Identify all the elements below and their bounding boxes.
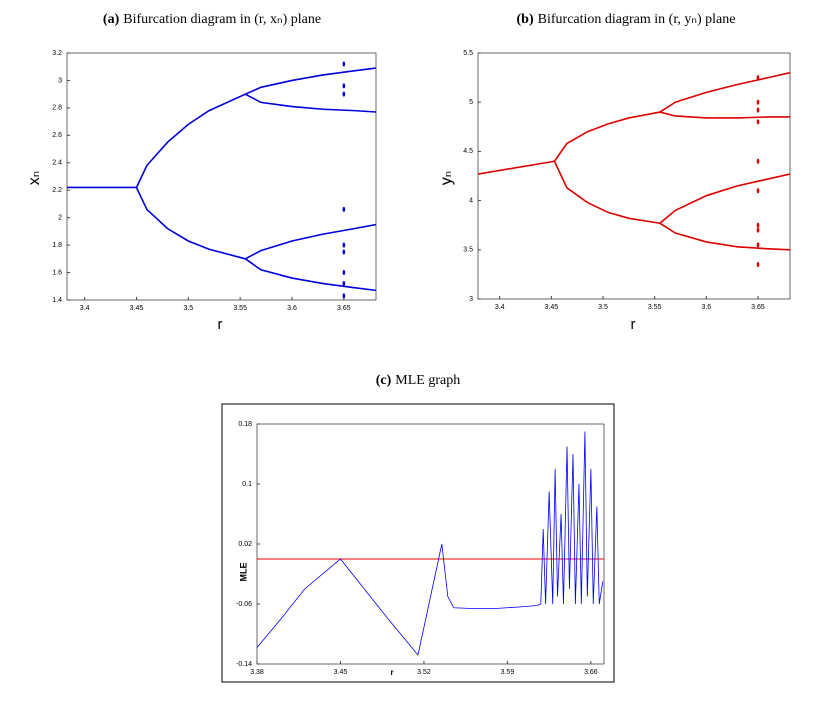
point xyxy=(756,242,760,248)
x-tick-label: 3.4 xyxy=(495,304,505,311)
y-tick-label: 2.6 xyxy=(52,132,62,139)
y-tick-label: 0.1 xyxy=(242,481,252,488)
y-tick-label: 1.6 xyxy=(52,269,62,276)
title-text: MLE graph xyxy=(395,373,460,388)
y-tick-label: -0.06 xyxy=(236,601,252,608)
plot-area xyxy=(257,431,604,656)
y-tick-label: 1.4 xyxy=(52,297,62,304)
point xyxy=(756,222,760,228)
x-tick-label: 3.5 xyxy=(183,305,193,312)
chart-title: (a) Bifurcation diagram in (r, xₙ) plane xyxy=(103,12,321,27)
y-tick-label: 2.4 xyxy=(52,160,62,167)
chart-panel: (b) Bifurcation diagram in (r, yₙ) plane 3… xyxy=(438,12,791,333)
x-tick-label: 3.45 xyxy=(545,304,559,311)
x-tick-label: 3.5 xyxy=(598,304,608,311)
title-text: Bifurcation diagram in (r, yₙ) plane xyxy=(538,12,736,27)
series-line xyxy=(244,258,376,292)
point xyxy=(342,270,346,276)
y-tick-label: 2.8 xyxy=(52,105,62,112)
point xyxy=(342,91,346,97)
point xyxy=(342,61,346,67)
point xyxy=(756,262,760,268)
point xyxy=(756,107,760,113)
x-tick-label: 3.66 xyxy=(584,669,598,676)
panel-frame xyxy=(221,403,615,683)
x-tick-label: 3.65 xyxy=(337,305,351,312)
point xyxy=(756,119,760,125)
series-line xyxy=(553,160,660,225)
point xyxy=(756,227,760,233)
x-tick-label: 3.38 xyxy=(250,669,264,676)
point xyxy=(342,83,346,89)
panel-label: (c) xyxy=(376,373,392,388)
x-axis-label: r xyxy=(218,316,223,333)
chart-title: (b) Bifurcation diagram in (r, yₙ) plane xyxy=(517,12,736,27)
y-tick-label: 2 xyxy=(58,215,62,222)
point xyxy=(342,242,346,248)
series-line xyxy=(135,187,246,260)
y-tick-label: 1.8 xyxy=(52,242,62,249)
y-axis-label: MLE xyxy=(238,563,248,582)
y-tick-label: 5 xyxy=(469,99,473,106)
chart-panel: (c) MLE graph 3.38 3.45 3.52 3.59 3.66 -0.14 -0.… xyxy=(221,373,615,683)
plot-frame xyxy=(256,423,605,665)
y-tick-label: 3.5 xyxy=(463,247,473,254)
point xyxy=(342,206,346,212)
series-line xyxy=(659,222,790,251)
x-tick-label: 3.65 xyxy=(751,304,765,311)
x-tick-label: 3.45 xyxy=(130,305,144,312)
series-line xyxy=(659,111,790,119)
y-axis-label: yₙ xyxy=(438,171,455,185)
y-tick-label: 0.18 xyxy=(238,421,252,428)
chart-panel: (a) Bifurcation diagram in (r, xₙ) plane 3… xyxy=(26,12,377,333)
x-tick-label: 3.59 xyxy=(501,669,515,676)
point xyxy=(342,293,346,299)
x-tick-label: 3.55 xyxy=(233,305,247,312)
plot-frame xyxy=(66,52,377,301)
point xyxy=(756,99,760,105)
y-tick-label: 4.5 xyxy=(463,148,473,155)
y-tick-label: 3.2 xyxy=(52,50,62,57)
y-tick-label: 5.5 xyxy=(463,50,473,57)
title-text: Bifurcation diagram in (r, xₙ) plane xyxy=(123,12,321,27)
x-tick-label: 3.6 xyxy=(701,304,711,311)
series-line xyxy=(553,111,660,162)
series-line xyxy=(244,93,376,113)
y-axis-label: xₙ xyxy=(26,171,43,185)
y-tick-label: 0.02 xyxy=(238,541,252,548)
x-tick-label: 3.52 xyxy=(417,669,431,676)
plot-area xyxy=(67,61,376,299)
plot-frame xyxy=(477,52,791,300)
y-tick-label: 2.2 xyxy=(52,187,62,194)
x-tick-label: 3.6 xyxy=(287,305,297,312)
x-tick-label: 3.45 xyxy=(334,669,348,676)
point xyxy=(756,75,760,81)
y-tick-label: -0.14 xyxy=(236,661,252,668)
y-tick-label: 3 xyxy=(58,77,62,84)
point xyxy=(342,249,346,255)
x-tick-label: 3.55 xyxy=(648,304,662,311)
x-axis-label: r xyxy=(390,668,393,677)
chart-title: (c) MLE graph xyxy=(376,373,460,388)
point xyxy=(756,188,760,194)
series-line xyxy=(659,173,790,224)
series-line xyxy=(478,160,555,175)
point xyxy=(756,158,760,164)
series-line xyxy=(245,67,376,95)
plot-area xyxy=(478,71,790,268)
series-line xyxy=(659,71,790,113)
series-line xyxy=(244,223,376,260)
y-tick-label: 4 xyxy=(469,197,473,204)
series-line xyxy=(135,93,246,188)
x-tick-label: 3.4 xyxy=(80,305,90,312)
x-axis-label: r xyxy=(631,316,636,333)
series-line xyxy=(257,431,604,656)
panel-label: (b) xyxy=(517,12,534,27)
y-tick-label: 3 xyxy=(469,296,473,303)
point xyxy=(342,281,346,287)
panel-label: (a) xyxy=(103,12,120,27)
